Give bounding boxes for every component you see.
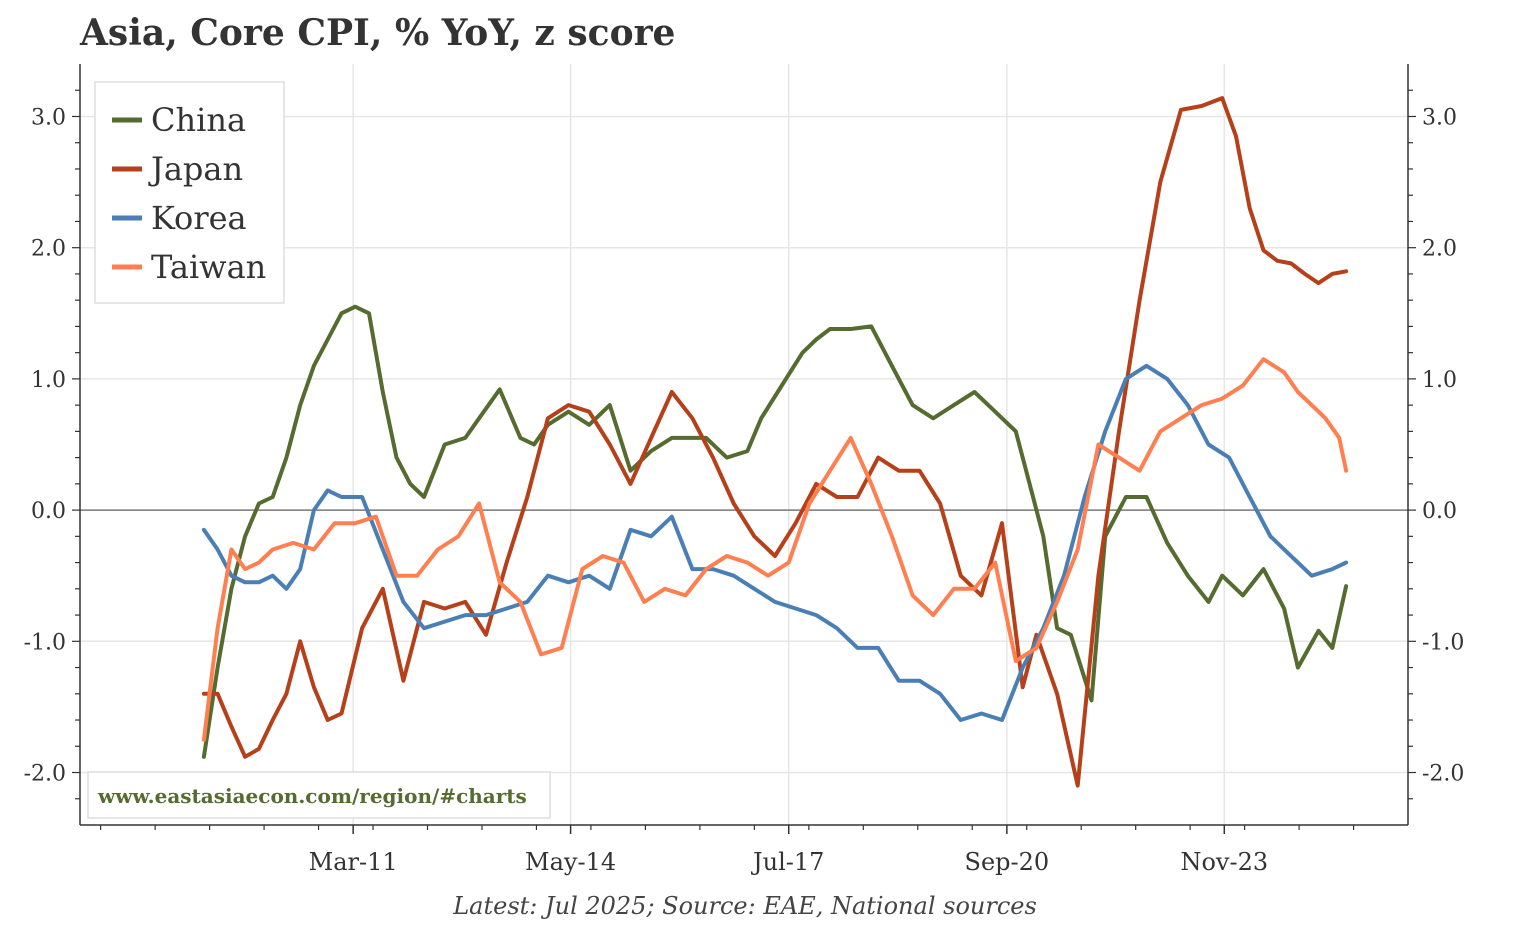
- right-y-tick-labels: -2.0 -1.0 0.0 1.0 2.0 3.0: [1422, 105, 1464, 786]
- left-y-tick-label: 3.0: [31, 105, 66, 130]
- x-tick-label: Jul-17: [750, 848, 824, 876]
- left-y-tick-label: -2.0: [24, 762, 66, 787]
- source-note: Latest: Jul 2025; Source: EAE, National …: [453, 892, 1037, 920]
- left-y-tick-label: -1.0: [24, 630, 66, 655]
- legend-label-korea: Korea: [151, 199, 247, 237]
- legend-label-taiwan: Taiwan: [151, 248, 266, 286]
- x-tick-label: May-14: [525, 848, 616, 876]
- series-line-japan: [201, 96, 1349, 788]
- axes: [72, 64, 1416, 834]
- right-y-tick-label: 0.0: [1422, 499, 1457, 524]
- right-y-tick-label: 2.0: [1422, 237, 1457, 262]
- x-tick-labels: Mar-11 May-14 Jul-17 Sep-20 Nov-23: [309, 848, 1268, 876]
- series-line-china: [201, 304, 1349, 759]
- x-tick-label: Sep-20: [965, 848, 1050, 876]
- series-lines: [201, 96, 1349, 788]
- right-y-tick-label: 3.0: [1422, 105, 1457, 130]
- left-y-tick-label: 2.0: [31, 237, 66, 262]
- left-y-tick-label: 0.0: [31, 499, 66, 524]
- watermark: www.eastasiaecon.com/region/#charts: [87, 771, 551, 819]
- right-y-tick-label: -1.0: [1422, 630, 1464, 655]
- legend-label-japan: Japan: [148, 150, 243, 188]
- legend-label-china: China: [151, 101, 246, 139]
- series-line-taiwan: [201, 357, 1349, 742]
- right-y-tick-label: -2.0: [1422, 762, 1464, 787]
- x-tick-label: Nov-23: [1180, 848, 1268, 876]
- x-tick-label: Mar-11: [309, 848, 398, 876]
- left-y-tick-label: 1.0: [31, 368, 66, 393]
- watermark-text: www.eastasiaecon.com/region/#charts: [97, 784, 527, 808]
- right-y-tick-label: 1.0: [1422, 368, 1457, 393]
- chart-title: Asia, Core CPI, % YoY, z score: [80, 12, 676, 54]
- series-line-korea: [201, 363, 1349, 722]
- left-y-tick-labels: -2.0 -1.0 0.0 1.0 2.0 3.0: [24, 105, 66, 786]
- legend: China Japan Korea Taiwan: [94, 81, 285, 304]
- watermark-box: [87, 771, 551, 819]
